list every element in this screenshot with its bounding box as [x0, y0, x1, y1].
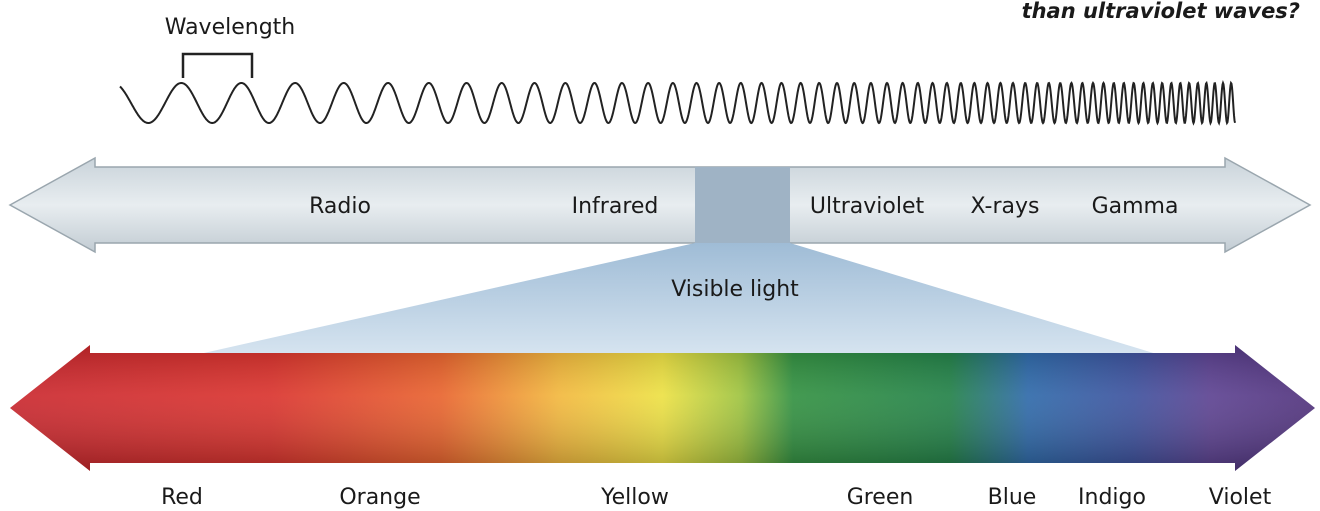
- band-label: Ultraviolet: [810, 194, 925, 219]
- color-label: Blue: [988, 485, 1037, 510]
- color-label: Orange: [339, 485, 420, 510]
- color-label: Yellow: [600, 485, 669, 510]
- wave: [119, 79, 1236, 126]
- question-text: than ultraviolet waves?: [1022, 0, 1300, 23]
- visible-label: Visible light: [671, 277, 799, 302]
- color-label: Violet: [1209, 485, 1272, 510]
- color-label: Green: [847, 485, 914, 510]
- color-label: Red: [161, 485, 203, 510]
- band-label: Gamma: [1092, 194, 1179, 219]
- visible-cone: [195, 243, 1160, 355]
- wavelength-bracket: [181, 52, 254, 78]
- band-label: X-rays: [971, 194, 1040, 219]
- wave-label: Wavelength: [165, 15, 296, 40]
- band-label: Radio: [309, 194, 371, 219]
- visible-arrow-shade: [10, 345, 1315, 471]
- visible-region: [695, 167, 790, 243]
- band-label: Infrared: [572, 194, 659, 219]
- color-label: Indigo: [1078, 485, 1146, 510]
- spectrum-arrow: [8, 156, 1312, 254]
